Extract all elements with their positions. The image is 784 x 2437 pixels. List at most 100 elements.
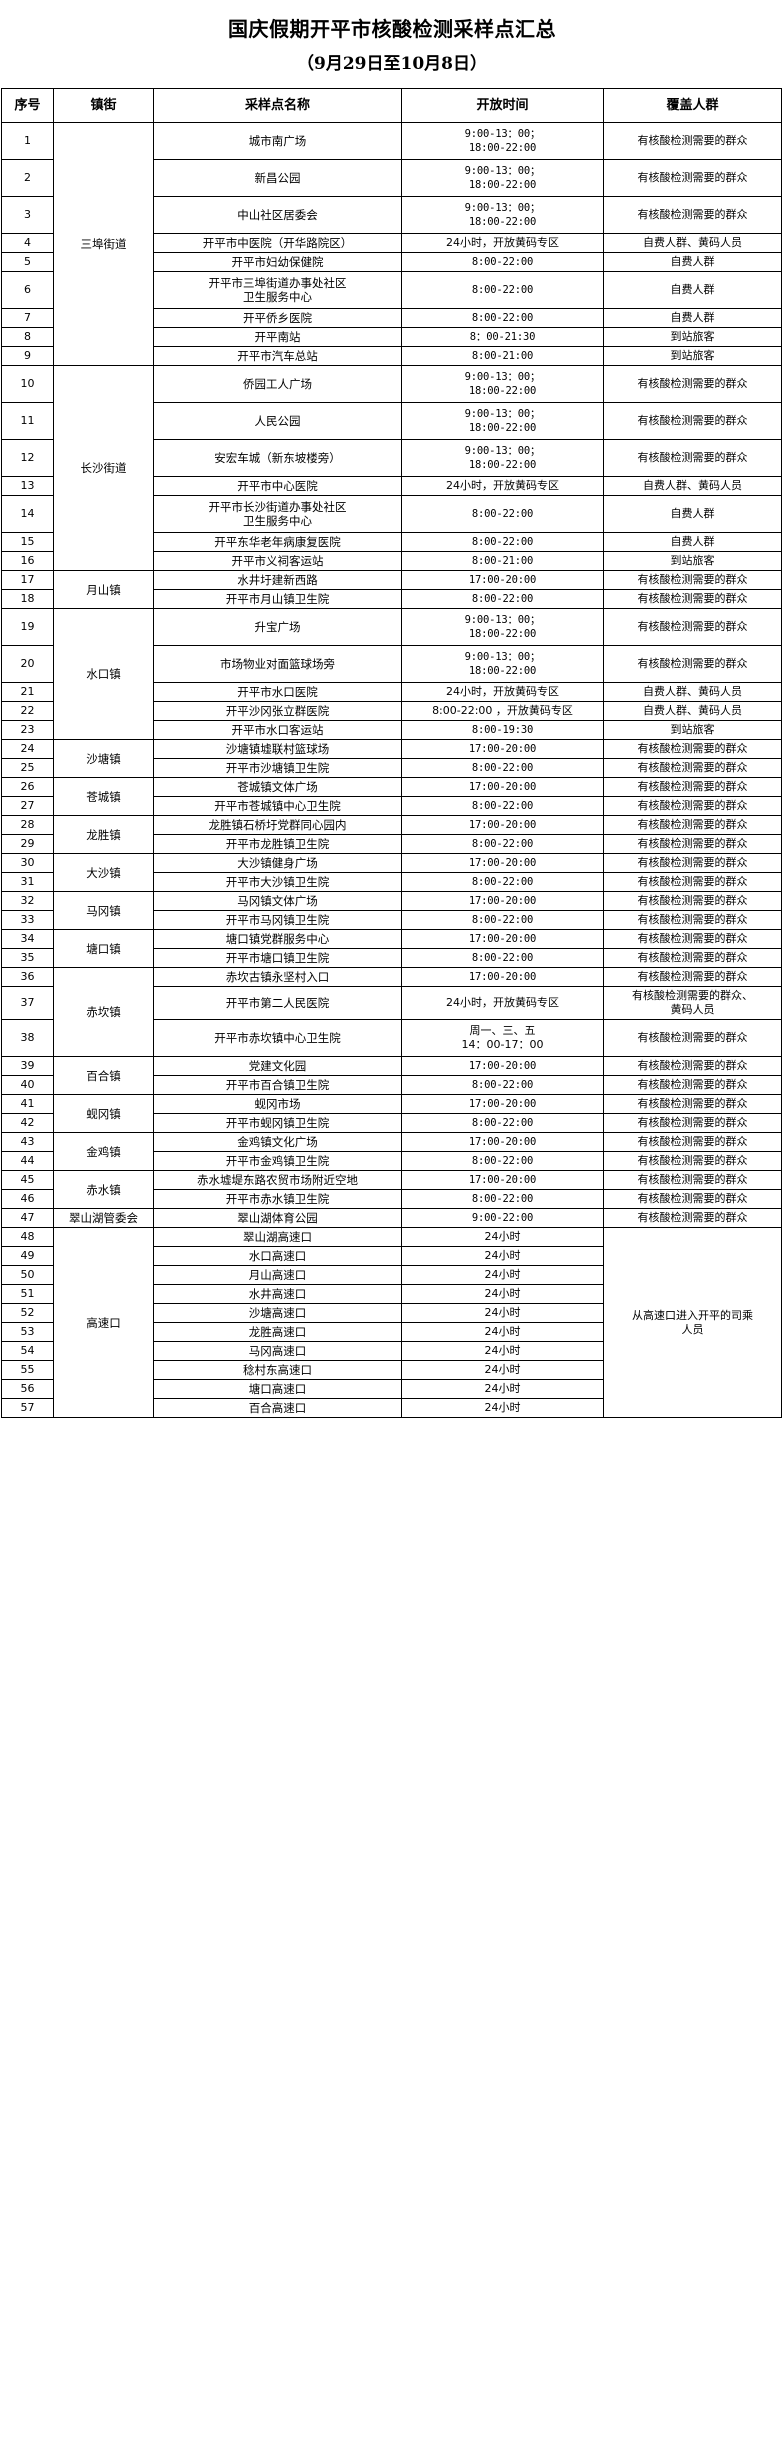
cell-population: 有核酸检测需要的群众 — [603, 589, 782, 609]
cell-town: 赤水镇 — [53, 1170, 154, 1209]
table-row: 45 赤水镇 赤水墟堤东路农贸市场附近空地 17:00-20:00 有核酸检测需要的群众 — [1, 1170, 782, 1209]
cell-open-hours: 8:00-22:00 — [401, 532, 604, 552]
cell-site-name: 开平市水口客运站 — [153, 720, 402, 740]
cell-town: 苍城镇 — [53, 777, 154, 816]
cell-town: 三埠街道 — [53, 122, 154, 366]
cell-index: 36 — [1, 967, 54, 987]
cell-index: 25 — [1, 758, 54, 778]
cell-population: 到站旅客 — [603, 551, 782, 571]
cell-open-hours: 周一、三、五 14：00-17：00 — [401, 1019, 604, 1057]
cell-index: 20 — [1, 645, 54, 683]
table-row: 41 蚬冈镇 蚬冈市场 17:00-20:00 有核酸检测需要的群众 — [1, 1094, 782, 1133]
cell-index: 5 — [1, 252, 54, 272]
cell-population: 到站旅客 — [603, 720, 782, 740]
cell-site-name: 开平市长沙街道办事处社区 卫生服务中心 — [153, 495, 402, 533]
cell-site-name: 开平市月山镇卫生院 — [153, 589, 402, 609]
cell-open-hours: 17:00-20:00 — [401, 929, 604, 949]
table-row: 10 长沙街道 侨园工人广场 9:00-13：00； 18:00-22:00 有核酸检测需… — [1, 365, 782, 571]
table-row: 44 开平市金鸡镇卫生院 8:00-22:00 有核酸检测需要的群众 — [1, 1151, 782, 1171]
cell-site-name: 开平市赤水镇卫生院 — [153, 1189, 402, 1209]
cell-index: 56 — [1, 1379, 54, 1399]
cell-site-name: 塘口镇党群服务中心 — [153, 929, 402, 949]
cell-open-hours: 8:00-21:00 — [401, 346, 604, 366]
cell-index: 50 — [1, 1265, 54, 1285]
cell-index: 7 — [1, 308, 54, 328]
cell-population: 到站旅客 — [603, 346, 782, 366]
col-header-population: 覆盖人群 — [603, 88, 782, 123]
table-row: 26 苍城镇 苍城镇文体广场 17:00-20:00 有核酸检测需要的群众 — [1, 777, 782, 816]
cell-site-name: 赤水墟堤东路农贸市场附近空地 — [153, 1170, 402, 1190]
cell-index: 45 — [1, 1170, 54, 1190]
cell-open-hours: 8:00-19:30 — [401, 720, 604, 740]
table-row: 47 翠山湖管委会 翠山湖体育公园 9:00-22:00 有核酸检测需要的群众 — [1, 1208, 782, 1228]
cell-index: 54 — [1, 1341, 54, 1361]
cell-site-name: 开平侨乡医院 — [153, 308, 402, 328]
cell-population: 自费人群、黄码人员 — [603, 682, 782, 702]
cell-index: 34 — [1, 929, 54, 949]
col-header-open-hours: 开放时间 — [401, 88, 604, 123]
cell-open-hours: 24小时 — [401, 1360, 604, 1380]
table-row: 11 人民公园 9:00-13：00； 18:00-22:00 有核酸检测需要的群众 — [1, 402, 782, 440]
cell-population: 有核酸检测需要的群众 — [603, 122, 782, 160]
cell-index: 3 — [1, 196, 54, 234]
cell-index: 4 — [1, 233, 54, 253]
cell-site-name: 人民公园 — [153, 402, 402, 440]
cell-population: 自费人群 — [603, 308, 782, 328]
cell-index: 35 — [1, 948, 54, 968]
sampling-points-table: 序号 镇街 采样点名称 开放时间 覆盖人群 1 三埠街道 城市南广场 9:00-13：… — [1, 88, 782, 1418]
cell-population: 有核酸检测需要的群众 — [603, 758, 782, 778]
cell-index: 28 — [1, 815, 54, 835]
table-row: 3 中山社区居委会 9:00-13：00； 18:00-22:00 有核酸检测需要的群众 — [1, 196, 782, 234]
cell-population: 有核酸检测需要的群众 — [603, 1056, 782, 1076]
cell-open-hours: 8:00-22:00 — [401, 1151, 604, 1171]
table-row: 27 开平市苍城镇中心卫生院 8:00-22:00 有核酸检测需要的群众 — [1, 796, 782, 816]
cell-population: 自费人群、黄码人员 — [603, 701, 782, 721]
cell-site-name: 开平市金鸡镇卫生院 — [153, 1151, 402, 1171]
table-row: 30 大沙镇 大沙镇健身广场 17:00-20:00 有核酸检测需要的群众 — [1, 853, 782, 892]
cell-population: 从高速口进入开平的司乘 人员 — [603, 1227, 782, 1418]
cell-index: 12 — [1, 439, 54, 477]
cell-open-hours: 8:00-22:00 — [401, 1189, 604, 1209]
cell-index: 31 — [1, 872, 54, 892]
cell-town: 蚬冈镇 — [53, 1094, 154, 1133]
table-row: 48 高速口 翠山湖高速口 24小时 从高速口进入开平的司乘 人员 — [1, 1227, 782, 1418]
cell-site-name: 开平东华老年病康复医院 — [153, 532, 402, 552]
cell-open-hours: 8:00-22:00 — [401, 758, 604, 778]
table-row: 46 开平市赤水镇卫生院 8:00-22:00 有核酸检测需要的群众 — [1, 1189, 782, 1209]
cell-site-name: 开平沙冈张立群医院 — [153, 701, 402, 721]
cell-open-hours: 9:00-13：00； 18:00-22:00 — [401, 439, 604, 477]
cell-index: 14 — [1, 495, 54, 533]
table-row: 19 水口镇 升宝广场 9:00-13：00； 18:00-22:00 有核酸检测需要的群… — [1, 608, 782, 740]
cell-index: 2 — [1, 159, 54, 197]
cell-population: 自费人群、黄码人员 — [603, 476, 782, 496]
cell-site-name: 开平市赤坎镇中心卫生院 — [153, 1019, 402, 1057]
cell-site-name: 开平市塘口镇卫生院 — [153, 948, 402, 968]
cell-population: 有核酸检测需要的群众 — [603, 929, 782, 949]
cell-open-hours: 17:00-20:00 — [401, 1094, 604, 1114]
cell-index: 53 — [1, 1322, 54, 1342]
cell-site-name: 沙塘镇墟联村篮球场 — [153, 739, 402, 759]
cell-population: 有核酸检测需要的群众 — [603, 1208, 782, 1228]
cell-index: 41 — [1, 1094, 54, 1114]
cell-open-hours: 8:00-22:00 ，开放黄码专区 — [401, 701, 604, 721]
cell-population: 有核酸检测需要的群众 — [603, 948, 782, 968]
cell-population: 有核酸检测需要的群众 — [603, 739, 782, 759]
cell-population: 有核酸检测需要的群众 — [603, 1132, 782, 1152]
cell-town: 水口镇 — [53, 608, 154, 740]
cell-site-name: 升宝广场 — [153, 608, 402, 646]
cell-site-name: 马冈高速口 — [153, 1341, 402, 1361]
cell-population: 有核酸检测需要的群众 — [603, 891, 782, 911]
table-row: 35 开平市塘口镇卫生院 8:00-22:00 有核酸检测需要的群众 — [1, 948, 782, 968]
cell-index: 42 — [1, 1113, 54, 1133]
cell-index: 29 — [1, 834, 54, 854]
table-row: 14 开平市长沙街道办事处社区 卫生服务中心 8:00-22:00 自费人群 — [1, 495, 782, 533]
cell-town: 大沙镇 — [53, 853, 154, 892]
cell-open-hours: 24小时 — [401, 1227, 604, 1247]
cell-index: 18 — [1, 589, 54, 609]
cell-open-hours: 9:00-13：00； 18:00-22:00 — [401, 196, 604, 234]
cell-site-name: 蚬冈市场 — [153, 1094, 402, 1114]
cell-site-name: 开平市中医院（开华路院区） — [153, 233, 402, 253]
table-row: 28 龙胜镇 龙胜镇石桥圩党群同心园内 17:00-20:00 有核酸检测需要的群众 — [1, 815, 782, 854]
cell-open-hours: 17:00-20:00 — [401, 853, 604, 873]
cell-open-hours: 24小时，开放黄码专区 — [401, 682, 604, 702]
